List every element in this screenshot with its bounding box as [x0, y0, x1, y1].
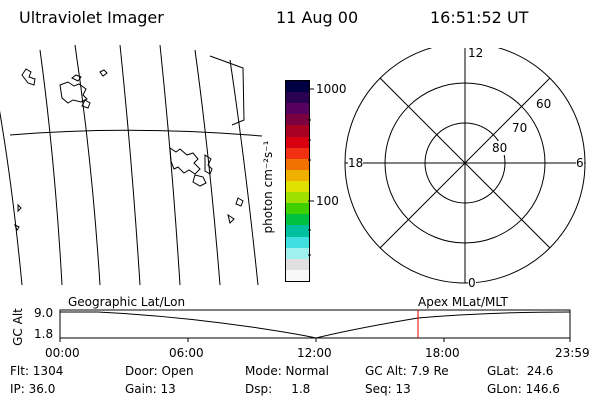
timeline-xtick-1: 06:00 [169, 346, 204, 360]
timeline-xtick-3: 18:00 [425, 346, 460, 360]
timeline-plot [59, 309, 571, 342]
colorbar-segment [286, 136, 309, 148]
colorbar-segment [286, 114, 309, 126]
colorbar-ticks [308, 88, 314, 256]
polar-label-bottom: 0 [468, 276, 476, 290]
timeline-xtick-2: 12:00 [297, 346, 332, 360]
polar-ring-label-80: 80 [492, 141, 508, 155]
geographic-map [0, 44, 263, 285]
colorbar-segment [286, 158, 309, 170]
colorbar-segment [286, 258, 309, 270]
timeline-xtick-0: 00:00 [45, 346, 80, 360]
colorbar-segment [286, 225, 309, 237]
instrument-title: Ultraviolet Imager [19, 8, 164, 27]
colorbar-segment [286, 236, 309, 248]
altitude-curve [60, 311, 571, 339]
colorbar-segment [286, 169, 309, 181]
date-label: 11 Aug 00 [276, 8, 359, 27]
colorbar [285, 80, 310, 282]
time-label: 16:51:52 UT [430, 8, 529, 27]
polar-ring-label-60: 60 [536, 97, 552, 111]
timeline-right-title: Apex MLat/MLT [418, 295, 508, 309]
timeline-ytick-min: 1.8 [34, 327, 54, 341]
info-glat: GLat: 24.6 [487, 364, 554, 378]
polar-label-top: 12 [468, 46, 484, 60]
colorbar-segment [286, 192, 309, 204]
colorbar-segment [286, 125, 309, 137]
info-seq: Seq: 13 [365, 382, 411, 396]
info-flt: Flt: 1304 [10, 364, 64, 378]
timeline-left-title: Geographic Lat/Lon [68, 295, 186, 309]
polar-plot [344, 48, 586, 284]
colorbar-segment [286, 81, 309, 93]
colorbar-segment [286, 203, 309, 215]
info-gc-alt: GC Alt: 7.9 Re [365, 364, 449, 378]
info-glon: GLon: 146.6 [487, 382, 560, 396]
colorbar-segment [286, 103, 309, 115]
info-gain: Gain: 13 [125, 382, 176, 396]
colorbar-segment [286, 180, 309, 193]
info-mode: Mode: Normal [245, 364, 329, 378]
timeline-xtick-4: 23:59 [555, 346, 590, 360]
colorbar-segment [286, 247, 309, 259]
info-door: Door: Open [125, 364, 194, 378]
colorbar-segment [286, 147, 309, 159]
polar-label-right: 6 [576, 156, 584, 170]
colorbar-segment [286, 214, 309, 226]
info-ip: IP: 36.0 [10, 382, 56, 396]
colorbar-tick-100: 100 [316, 194, 339, 208]
polar-label-left: 18 [348, 156, 364, 170]
colorbar-tick-1000: 1000 [316, 82, 347, 96]
timeline-axis-label: GC Alt [11, 308, 25, 346]
info-dsp: Dsp: 1.8 [245, 382, 311, 396]
colorbar-segment [286, 92, 309, 104]
polar-diagonal-2 [379, 77, 551, 249]
colorbar-segment [286, 269, 309, 281]
polar-ring-label-70: 70 [512, 121, 528, 135]
coastline-shapes [14, 68, 244, 232]
colorbar-unit-label: photon cm⁻²s⁻¹ [261, 140, 275, 234]
timeline-ytick-max: 9.0 [34, 306, 54, 320]
